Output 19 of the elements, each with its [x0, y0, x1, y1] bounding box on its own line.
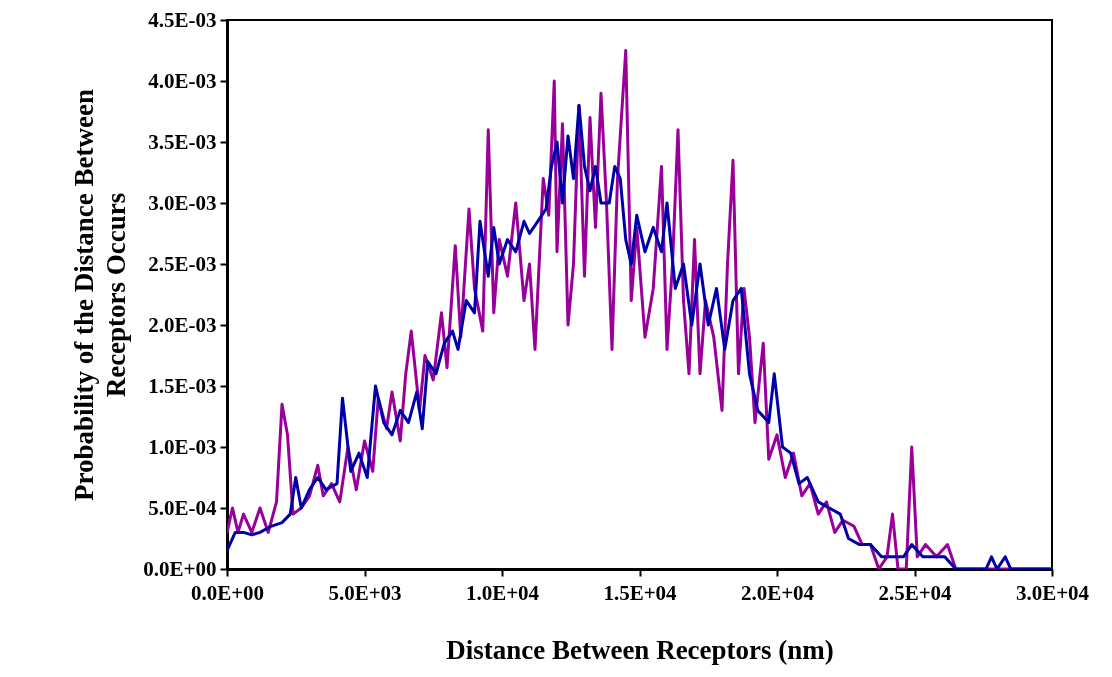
x-axis-title: Distance Between Receptors (nm) [446, 634, 834, 665]
x-tick-label: 5.0E+03 [328, 580, 402, 605]
x-tick-label: 3.0E+04 [1015, 580, 1090, 605]
x-tick-label: 1.5E+04 [603, 580, 678, 605]
y-tick-label: 2.5E-03 [148, 251, 217, 276]
y-tick-label: 4.0E-03 [148, 68, 217, 93]
y-tick-label: 4.5E-03 [148, 7, 217, 32]
y-tick-label: 1.0E-03 [148, 434, 217, 459]
x-tick-label: 0.0E+00 [190, 580, 265, 605]
y-tick-label: 0.0E+00 [143, 556, 217, 581]
y-tick-label: 3.0E-03 [148, 190, 217, 215]
y-axis-title: Probability of the Distance Between Receptors Occurs [69, 89, 132, 501]
y-tick-label: 5.0E-04 [148, 495, 217, 520]
x-tick-label: 2.0E+04 [740, 580, 815, 605]
y-tick-label: 1.5E-03 [148, 373, 217, 398]
y-tick-label: 2.0E-03 [148, 312, 217, 337]
y-tick-label: 3.5E-03 [148, 129, 217, 154]
x-tick-label: 1.0E+04 [465, 580, 540, 605]
x-tick-label: 2.5E+04 [878, 580, 953, 605]
